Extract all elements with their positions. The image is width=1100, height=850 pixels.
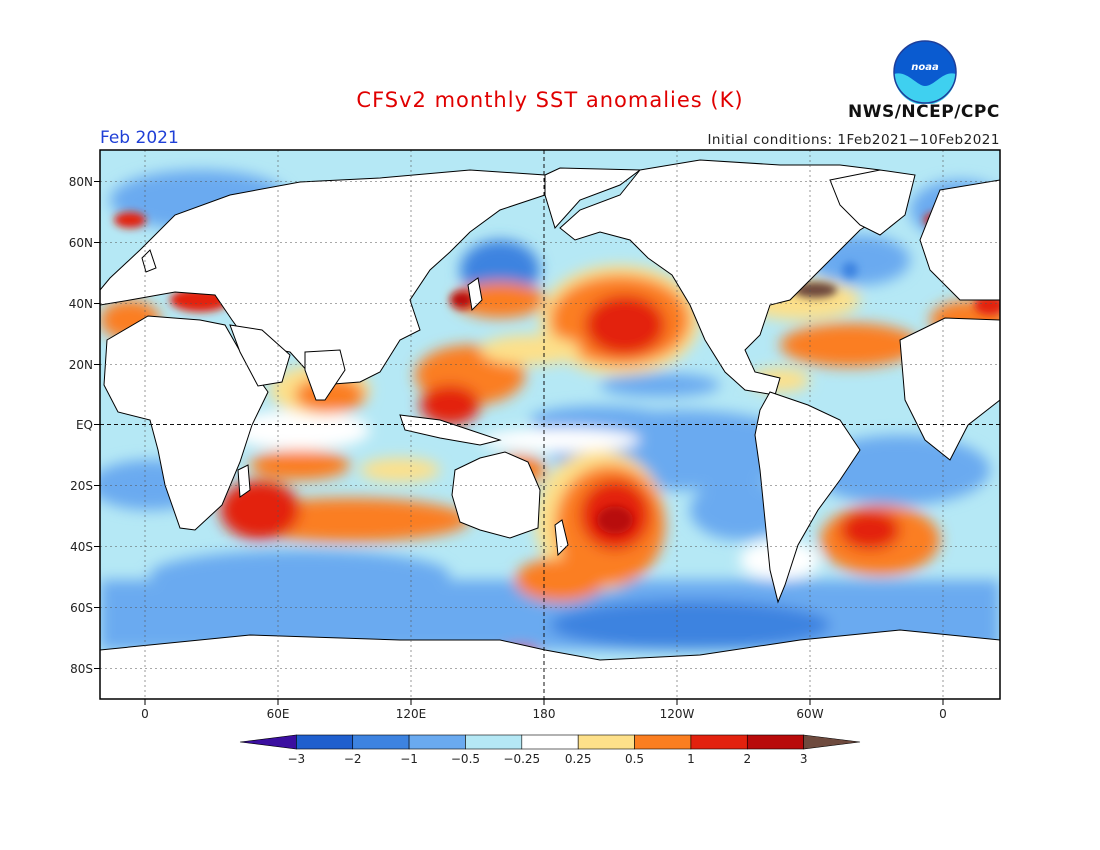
colorbar-level-label: −2	[344, 752, 362, 766]
axis-ticks	[94, 181, 944, 705]
lat-label: EQ	[76, 418, 93, 432]
noaa-logo: noaa	[893, 40, 957, 104]
greenland	[829, 169, 916, 236]
colorbar-level-label: 0.25	[565, 752, 592, 766]
lat-label: 40S	[70, 540, 93, 554]
uk	[141, 249, 157, 273]
colorbar-level-label: 2	[743, 752, 751, 766]
europe-east	[919, 179, 1000, 301]
colorbar-swatch	[521, 734, 579, 750]
lat-label: 20N	[69, 358, 93, 372]
lon-label: 120E	[396, 707, 427, 721]
india	[304, 349, 346, 401]
lat-label: 80N	[69, 175, 93, 189]
colorbar-level-label: −1	[400, 752, 418, 766]
lat-label: 20S	[70, 479, 93, 493]
initial-conditions-label: Initial conditions: 1Feb2021−10Feb2021	[707, 132, 1000, 148]
south-america	[754, 391, 861, 604]
eurasia-east	[544, 167, 642, 229]
australia	[451, 451, 541, 539]
lon-label: 0	[939, 707, 947, 721]
lon-label: 180	[533, 707, 556, 721]
new-zealand	[554, 519, 569, 557]
graticule	[100, 150, 1000, 699]
noaa-logo-text: noaa	[911, 62, 939, 73]
lat-label: 60N	[69, 236, 93, 250]
colorbar-swatch	[465, 734, 523, 750]
africa	[103, 315, 269, 531]
lon-label: 0	[141, 707, 149, 721]
continent-outlines	[100, 159, 1000, 699]
arabia	[229, 324, 291, 387]
colorbar-level-label: −0.25	[503, 752, 540, 766]
colorbar-swatch	[577, 734, 635, 750]
colorbar-swatch	[408, 734, 466, 750]
lat-label: 60S	[70, 601, 93, 615]
colorbar-swatch	[352, 734, 410, 750]
lon-label: 60W	[796, 707, 823, 721]
colorbar-level-label: 0.5	[625, 752, 644, 766]
colorbar-level-label: 3	[800, 752, 808, 766]
colorbar: −3 −2 −1 −0.5 −0.25 0.25 0.5 1 2 3	[239, 734, 861, 766]
agency-label: NWS/NCEP/CPC	[848, 102, 1000, 122]
colorbar-swatch	[296, 734, 354, 750]
japan	[467, 277, 483, 312]
longitude-labels: 0 60E 120E 180 120W 60W 0	[141, 707, 947, 721]
lon-label: 120W	[660, 707, 695, 721]
lon-label: 60E	[267, 707, 290, 721]
colorbar-level-label: −3	[288, 752, 306, 766]
latitude-labels: 80N 60N 40N 20N EQ 20S 40S 60S 80S	[69, 175, 93, 676]
colorbar-extend-high	[803, 734, 861, 750]
antarctica	[100, 629, 1000, 699]
anomaly-field	[100, 150, 1000, 699]
colorbar-level-label: −0.5	[451, 752, 480, 766]
lat-label: 80S	[70, 662, 93, 676]
reference-lines	[100, 150, 1000, 699]
colorbar-extend-low	[239, 734, 297, 750]
colorbar-swatch	[634, 734, 692, 750]
colorbar-swatch	[746, 734, 804, 750]
madagascar	[237, 464, 251, 498]
chart-title: CFSv2 monthly SST anomalies (K)	[356, 88, 744, 112]
colorbar-swatch	[690, 734, 748, 750]
valid-month-label: Feb 2021	[100, 128, 179, 148]
colorbar-level-label: 1	[687, 752, 695, 766]
lat-label: 40N	[69, 297, 93, 311]
